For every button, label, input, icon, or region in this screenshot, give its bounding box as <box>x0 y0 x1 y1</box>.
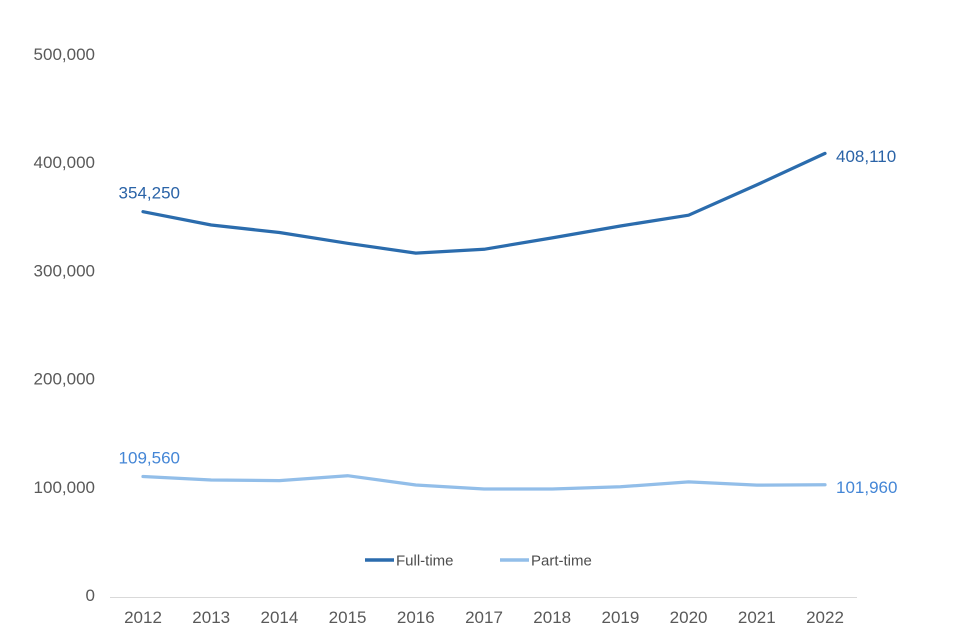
x-axis-tick-label: 2019 <box>601 608 639 627</box>
data-label-full-time-start: 354,250 <box>119 184 180 203</box>
x-axis-tick-label: 2015 <box>329 608 367 627</box>
series-line-full-time <box>141 151 827 255</box>
x-axis-tick-label: 2014 <box>260 608 298 627</box>
x-axis-tick-label: 2021 <box>738 608 776 627</box>
x-axis-tick-label: 2020 <box>670 608 708 627</box>
y-axis-tick-label: 400,000 <box>34 153 95 172</box>
y-axis-tick-label: 500,000 <box>34 45 95 64</box>
legend-label-part-time: Part-time <box>531 553 592 570</box>
y-axis-tick-label: 200,000 <box>34 370 95 389</box>
legend-label-full-time: Full-time <box>396 553 454 570</box>
x-axis-tick-label: 2018 <box>533 608 571 627</box>
x-axis-tick-label: 2013 <box>192 608 230 627</box>
data-label-full-time-end: 408,110 <box>836 147 896 166</box>
series-line-part-time <box>141 474 827 491</box>
y-axis-tick-label: 0 <box>86 586 95 605</box>
data-label-part-time-end: 101,960 <box>836 478 897 497</box>
data-label-part-time-start: 109,560 <box>119 448 180 467</box>
x-axis-tick-label: 2016 <box>397 608 435 627</box>
y-axis-tick-label: 300,000 <box>34 261 95 280</box>
x-axis-tick-label: 2012 <box>124 608 162 627</box>
x-axis-tick-label: 2022 <box>806 608 844 627</box>
x-axis-tick-label: 2017 <box>465 608 503 627</box>
y-axis-tick-label: 100,000 <box>34 478 95 497</box>
